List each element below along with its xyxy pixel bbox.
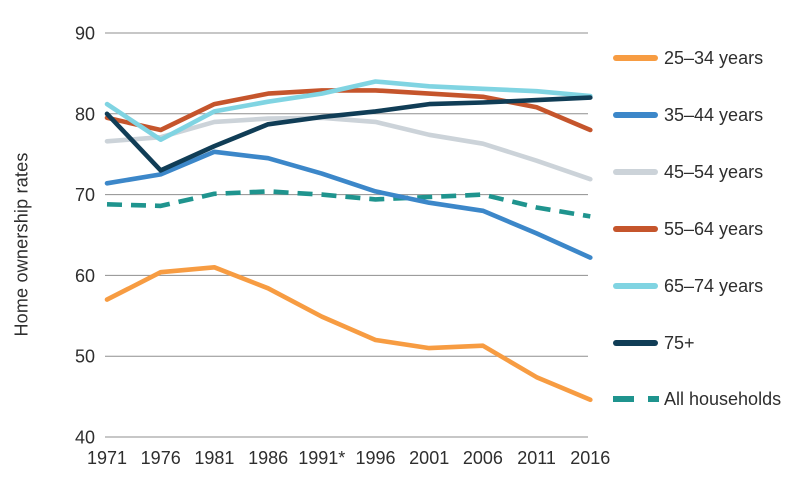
x-tick-label-1976: 1976 — [141, 448, 181, 468]
series-line-75plus — [104, 95, 593, 173]
x-tick-label-2016: 2016 — [570, 448, 610, 468]
y-tick-label-80: 80 — [75, 104, 95, 124]
x-tick-label-1986: 1986 — [248, 448, 288, 468]
x-tick-label-1971: 1971 — [87, 448, 127, 468]
y-tick-label-40: 40 — [75, 428, 95, 448]
series-line-65-74-years — [104, 79, 593, 142]
series-line-25-34-years — [104, 264, 593, 403]
series-line-35-44-years — [104, 149, 593, 260]
series-line-all-households — [106, 189, 591, 219]
y-tick-label-50: 50 — [75, 347, 95, 367]
y-tick-label-70: 70 — [75, 185, 95, 205]
y-tick-label-90: 90 — [75, 24, 95, 44]
x-tick-label-1981: 1981 — [194, 448, 234, 468]
x-tick-label-1996: 1996 — [355, 448, 395, 468]
x-tick-label-2011: 2011 — [517, 448, 556, 468]
y-tick-label-60: 60 — [75, 266, 95, 286]
x-tick-label-1991: 1991* — [298, 448, 345, 468]
x-tick-label-2006: 2006 — [463, 448, 503, 468]
x-tick-label-2001: 2001 — [409, 448, 449, 468]
series-line-55-64-years — [104, 88, 593, 133]
series-line-45-54-years — [104, 115, 593, 182]
